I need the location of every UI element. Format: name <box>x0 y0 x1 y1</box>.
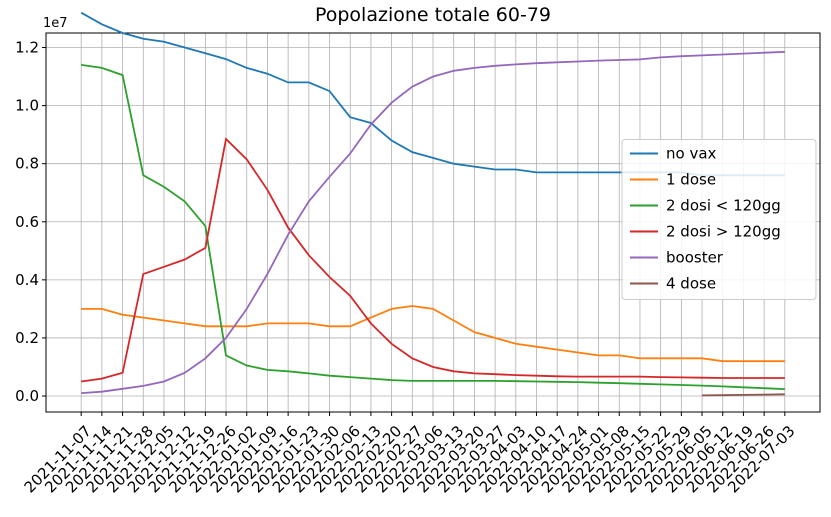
y-tick-label: 0.6 <box>15 213 39 231</box>
chart-title: Popolazione totale 60-79 <box>315 4 551 26</box>
legend-label: no vax <box>666 145 717 163</box>
y-tick-label: 1.0 <box>15 97 39 115</box>
y-tick-label: 0.0 <box>15 387 39 405</box>
legend-label: 4 dose <box>666 275 716 293</box>
legend-label: 1 dose <box>666 171 716 189</box>
series-line <box>701 393 785 397</box>
y-tick-label: 0.2 <box>15 329 39 347</box>
legend-label: 2 dosi < 120gg <box>666 197 781 215</box>
y-tick-label: 1.2 <box>15 39 39 57</box>
y-offset: 1e7 <box>43 16 68 31</box>
series-line <box>81 51 785 394</box>
plot-frame <box>45 32 821 413</box>
series-line <box>81 305 785 363</box>
series-line <box>81 137 785 383</box>
series-line <box>81 64 785 390</box>
legend-label: 2 dosi > 120gg <box>666 223 781 241</box>
y-tick-label: 0.8 <box>15 155 39 173</box>
legend-box <box>621 139 817 300</box>
y-tick-label: 0.4 <box>15 271 39 289</box>
legend-label: booster <box>666 249 724 267</box>
